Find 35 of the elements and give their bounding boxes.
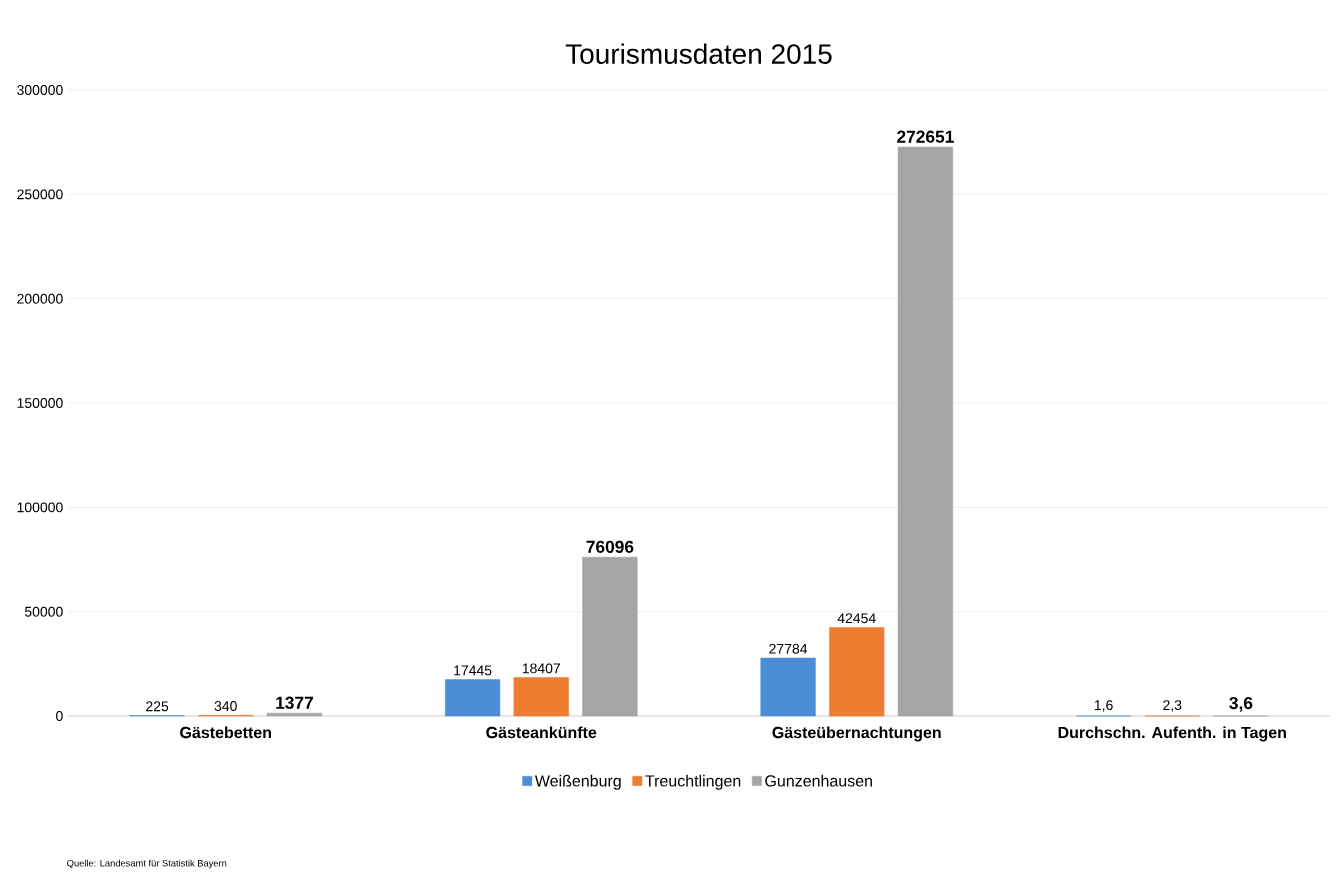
- bar: [829, 627, 885, 717]
- source-note: Quelle: Landesamt für Statistik Bayern: [67, 859, 227, 869]
- x-tick-label: Gästebetten: [180, 726, 271, 739]
- legend-label: Weißenburg: [534, 774, 621, 790]
- data-label: 1377: [276, 696, 313, 709]
- chart-title: Tourismusdaten 2015: [565, 43, 832, 64]
- data-label: 27784: [769, 643, 808, 654]
- y-tick-label: 100000: [17, 502, 63, 513]
- bar: [266, 712, 323, 717]
- legend-label: Gunzenhausen: [765, 774, 872, 787]
- y-tick-label: 200000: [17, 293, 63, 304]
- y-tick-label: 300000: [17, 85, 63, 95]
- data-label: 3,6: [1229, 696, 1253, 712]
- data-label: 42454: [837, 613, 876, 624]
- bar: [582, 556, 638, 717]
- data-label: 2,3: [1163, 700, 1182, 712]
- y-tick-label: 150000: [17, 398, 63, 408]
- x-tick-label: Durchschn. Aufenth. in Tagen: [1058, 726, 1286, 742]
- y-tick-label: 0: [56, 711, 63, 721]
- data-label: 1,6: [1094, 700, 1113, 712]
- y-tick-label: 250000: [17, 189, 63, 200]
- bar: [513, 677, 569, 717]
- x-tick-label: Gästeübernachtungen: [772, 726, 941, 742]
- data-label: 272651: [897, 130, 954, 143]
- data-label: 340: [214, 701, 237, 712]
- data-label: 18407: [522, 663, 560, 674]
- bar: [444, 679, 501, 717]
- data-label: 17445: [454, 665, 492, 676]
- x-tick-label: Gästeankünfte: [486, 726, 597, 739]
- data-label: 76096: [586, 540, 634, 553]
- legend-label: Treuchtlingen: [645, 774, 741, 790]
- y-tick-label: 50000: [24, 606, 63, 617]
- bar: [760, 657, 816, 717]
- bar: [897, 146, 954, 717]
- data-label: 225: [146, 701, 169, 712]
